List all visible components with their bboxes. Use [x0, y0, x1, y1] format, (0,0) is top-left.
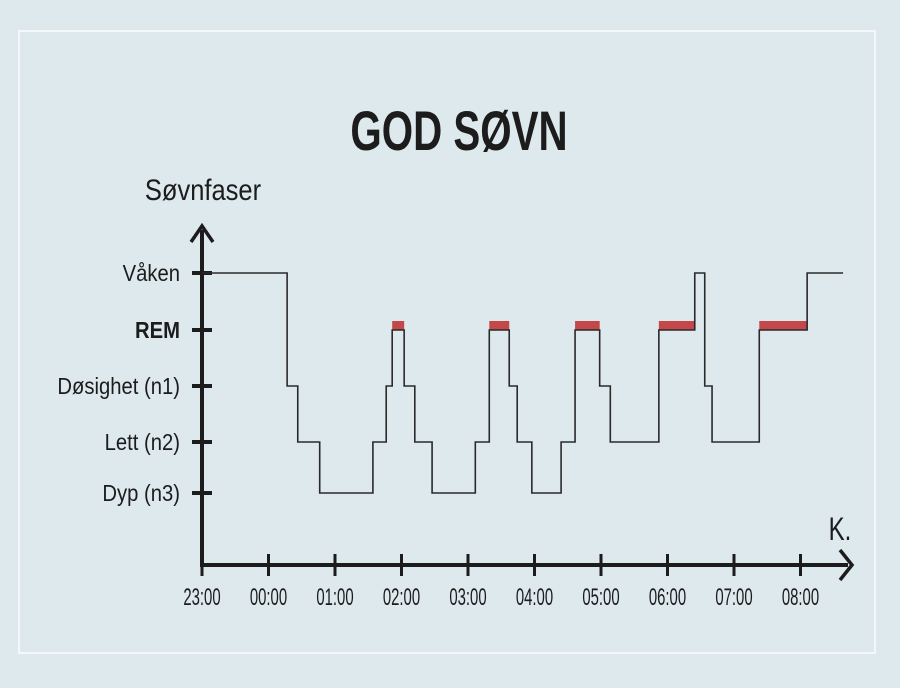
x-tick-label: 05:00: [582, 585, 619, 611]
x-tick-label: 00:00: [250, 585, 287, 611]
x-tick-label: 02:00: [383, 585, 420, 611]
x-tick-label: 08:00: [782, 585, 819, 611]
x-tick-label: 23:00: [183, 585, 220, 611]
chart-title: GOD SØVN: [350, 101, 567, 163]
x-tick-label: 04:00: [516, 585, 553, 611]
x-tick-label: 07:00: [715, 585, 752, 611]
y-tick-label: Våken: [123, 260, 180, 287]
y-axis-arrow: [189, 222, 215, 243]
rem-bar: [392, 321, 405, 330]
y-tick-label: REM: [135, 317, 180, 344]
rem-bar: [658, 321, 695, 330]
x-axis-label: K.: [829, 511, 852, 547]
x-axis-arrow: [838, 548, 855, 582]
x-tick-label: 06:00: [649, 585, 686, 611]
y-tick-label: Døsighet (n1): [57, 373, 180, 400]
y-tick-label: Lett (n2): [105, 429, 180, 456]
sleep-stage-line: [202, 272, 844, 494]
x-tick-label: 01:00: [316, 585, 353, 611]
rem-bar: [489, 321, 510, 330]
x-tick-label: 03:00: [449, 585, 486, 611]
rem-bar: [575, 321, 600, 330]
rem-bar: [759, 321, 808, 330]
y-tick-label: Dyp (n3): [102, 480, 180, 507]
y-axis-label: Søvnfaser: [145, 173, 261, 206]
chart-frame: [18, 30, 876, 654]
